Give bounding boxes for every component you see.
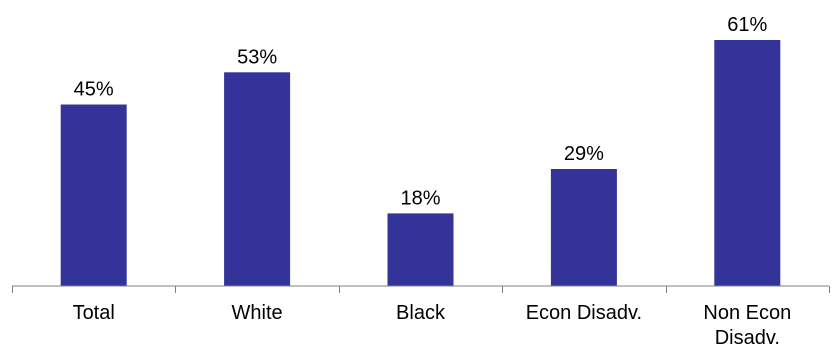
category-label-2: Black: [396, 302, 446, 324]
category-label-4-line-1: Disadv.: [715, 327, 780, 349]
category-label-1: White: [232, 302, 283, 324]
category-label-3: Econ Disadv.: [526, 302, 642, 324]
value-label-2: 18%: [400, 187, 440, 209]
bars-group: [60, 40, 781, 286]
bar-0: [60, 104, 127, 286]
bar-2: [387, 213, 454, 286]
bar-3: [550, 169, 617, 286]
x-axis: [12, 285, 830, 293]
bar-4: [714, 40, 781, 286]
value-labels-group: 45% 53% 18% 29% 61%: [74, 14, 768, 209]
value-label-1: 53%: [237, 46, 277, 68]
bar-1: [224, 72, 291, 286]
category-label-4-line-0: Non Econ: [703, 302, 791, 324]
value-label-0: 45%: [74, 79, 114, 101]
value-label-4: 61%: [727, 14, 767, 36]
category-label-0: Total: [73, 302, 115, 324]
value-label-3: 29%: [564, 143, 604, 165]
category-labels-group: Total White Black Econ Disadv. Non Econ Disad…: [73, 302, 792, 349]
